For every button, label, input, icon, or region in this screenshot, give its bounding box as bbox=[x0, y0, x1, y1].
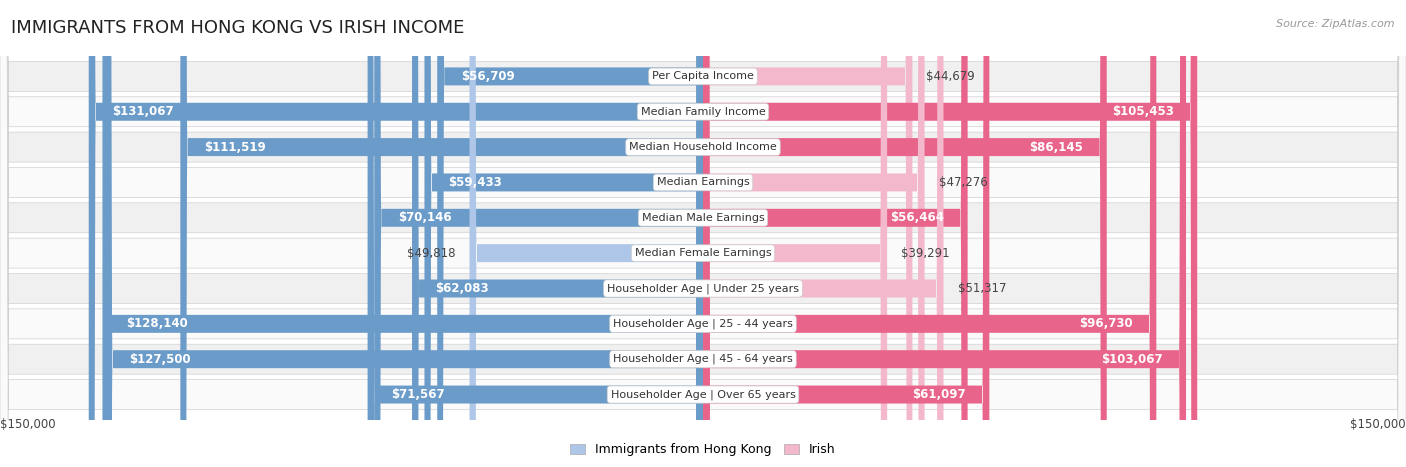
Text: Householder Age | 25 - 44 years: Householder Age | 25 - 44 years bbox=[613, 318, 793, 329]
Text: $105,453: $105,453 bbox=[1112, 105, 1174, 118]
FancyBboxPatch shape bbox=[367, 0, 703, 467]
Text: $49,818: $49,818 bbox=[406, 247, 456, 260]
FancyBboxPatch shape bbox=[703, 0, 1107, 467]
FancyBboxPatch shape bbox=[703, 0, 912, 467]
Text: Median Family Income: Median Family Income bbox=[641, 107, 765, 117]
Text: $51,317: $51,317 bbox=[957, 282, 1007, 295]
FancyBboxPatch shape bbox=[425, 0, 703, 467]
FancyBboxPatch shape bbox=[89, 0, 703, 467]
Text: $150,000: $150,000 bbox=[1350, 417, 1406, 431]
Text: $86,145: $86,145 bbox=[1029, 141, 1083, 154]
FancyBboxPatch shape bbox=[703, 0, 1198, 467]
FancyBboxPatch shape bbox=[703, 0, 990, 467]
Text: Householder Age | Over 65 years: Householder Age | Over 65 years bbox=[610, 389, 796, 400]
FancyBboxPatch shape bbox=[703, 0, 1156, 467]
Text: Householder Age | Under 25 years: Householder Age | Under 25 years bbox=[607, 283, 799, 294]
Text: $56,709: $56,709 bbox=[461, 70, 515, 83]
Text: $103,067: $103,067 bbox=[1101, 353, 1163, 366]
FancyBboxPatch shape bbox=[374, 0, 703, 467]
FancyBboxPatch shape bbox=[105, 0, 703, 467]
Text: $44,679: $44,679 bbox=[927, 70, 976, 83]
FancyBboxPatch shape bbox=[703, 0, 967, 467]
FancyBboxPatch shape bbox=[103, 0, 703, 467]
Text: Median Male Earnings: Median Male Earnings bbox=[641, 213, 765, 223]
Text: Median Household Income: Median Household Income bbox=[628, 142, 778, 152]
Text: Source: ZipAtlas.com: Source: ZipAtlas.com bbox=[1277, 19, 1395, 28]
Text: $128,140: $128,140 bbox=[127, 318, 187, 330]
FancyBboxPatch shape bbox=[180, 0, 703, 467]
FancyBboxPatch shape bbox=[703, 0, 943, 467]
Text: $47,276: $47,276 bbox=[939, 176, 987, 189]
Text: Per Capita Income: Per Capita Income bbox=[652, 71, 754, 81]
Text: $131,067: $131,067 bbox=[112, 105, 174, 118]
FancyBboxPatch shape bbox=[437, 0, 703, 467]
Text: $96,730: $96,730 bbox=[1080, 318, 1133, 330]
Legend: Immigrants from Hong Kong, Irish: Immigrants from Hong Kong, Irish bbox=[565, 439, 841, 461]
Text: $70,146: $70,146 bbox=[398, 211, 451, 224]
Text: Householder Age | 45 - 64 years: Householder Age | 45 - 64 years bbox=[613, 354, 793, 364]
Text: $59,433: $59,433 bbox=[449, 176, 502, 189]
Text: $61,097: $61,097 bbox=[912, 388, 966, 401]
Text: $111,519: $111,519 bbox=[204, 141, 266, 154]
FancyBboxPatch shape bbox=[703, 0, 1187, 467]
FancyBboxPatch shape bbox=[470, 0, 703, 467]
Text: Median Earnings: Median Earnings bbox=[657, 177, 749, 187]
Text: $39,291: $39,291 bbox=[901, 247, 950, 260]
Text: IMMIGRANTS FROM HONG KONG VS IRISH INCOME: IMMIGRANTS FROM HONG KONG VS IRISH INCOM… bbox=[11, 19, 464, 37]
Text: Median Female Earnings: Median Female Earnings bbox=[634, 248, 772, 258]
Text: $150,000: $150,000 bbox=[0, 417, 56, 431]
FancyBboxPatch shape bbox=[703, 0, 887, 467]
FancyBboxPatch shape bbox=[412, 0, 703, 467]
Text: $56,464: $56,464 bbox=[890, 211, 945, 224]
Text: $71,567: $71,567 bbox=[391, 388, 444, 401]
Text: $62,083: $62,083 bbox=[436, 282, 489, 295]
FancyBboxPatch shape bbox=[703, 0, 925, 467]
Text: $127,500: $127,500 bbox=[129, 353, 190, 366]
